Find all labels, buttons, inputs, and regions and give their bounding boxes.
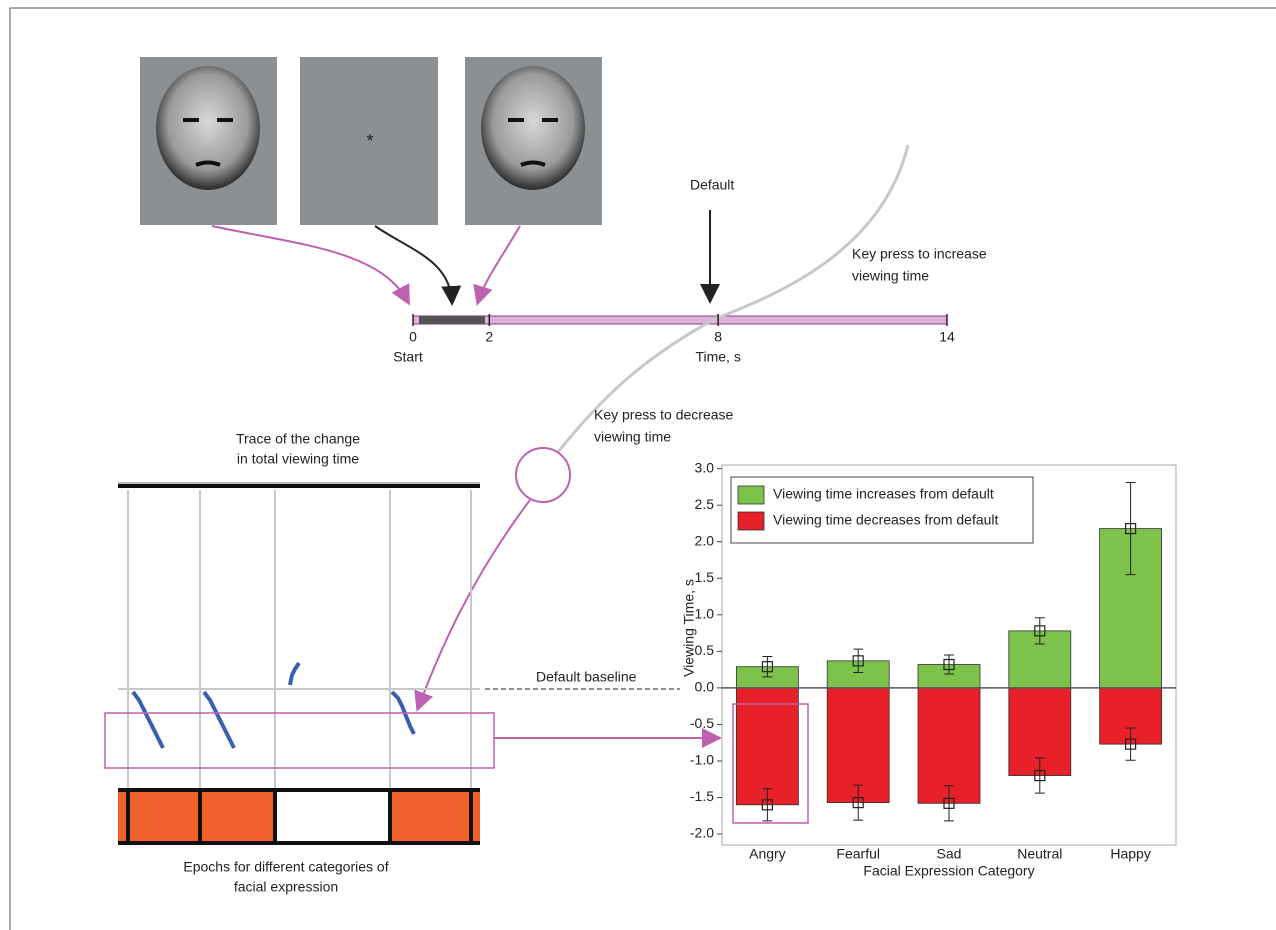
arrow — [478, 226, 520, 302]
timeline-start: Start — [393, 349, 423, 365]
zoom-circle — [516, 448, 570, 502]
annotation: Key press to decrease — [594, 407, 734, 423]
arrow — [212, 226, 408, 302]
figure: * Key press to increase viewing time Key… — [0, 0, 1276, 930]
y-tick-label: -1.5 — [690, 788, 714, 804]
annotation: facial expression — [234, 879, 338, 895]
y-axis-label: Viewing Time, s — [681, 579, 697, 677]
legend-label: Viewing time decreases from default — [773, 512, 999, 528]
arrow — [418, 500, 530, 708]
highlight-box — [105, 713, 494, 768]
annotation: in total viewing time — [237, 451, 359, 467]
y-tick-label: 2.0 — [695, 532, 715, 548]
fixation: * — [366, 131, 373, 151]
y-tick-label: 3.0 — [695, 459, 715, 475]
legend-swatch — [738, 512, 764, 530]
y-tick-label: -0.5 — [690, 715, 714, 731]
x-tick-label: Sad — [937, 846, 962, 862]
page: {"stimuli": {"fixation": "*"}, "timeline… — [0, 0, 1276, 930]
timeline-tick-label: 8 — [714, 329, 722, 345]
x-tick-label: Neutral — [1017, 846, 1062, 862]
timeline-axis-label: Time, s — [695, 349, 740, 365]
x-axis-label: Facial Expression Category — [863, 863, 1034, 879]
y-tick-label: 0.0 — [695, 679, 715, 695]
annotation: Default baseline — [536, 669, 637, 685]
trace-grid — [118, 490, 480, 790]
annotation: Epochs for different categories of — [183, 859, 388, 875]
annotation: Key press to increase — [852, 246, 987, 262]
epoch-blank — [275, 790, 390, 843]
y-tick-label: -2.0 — [690, 825, 714, 841]
face — [481, 66, 585, 190]
arrow — [375, 226, 452, 302]
legend-swatch — [738, 486, 764, 504]
default-label: Default — [690, 177, 734, 193]
timeline-tick-label: 0 — [409, 329, 417, 345]
y-tick-label: 2.5 — [695, 496, 715, 512]
y-tick-label: -1.0 — [690, 752, 714, 768]
y-tick-label: 0.5 — [695, 642, 715, 658]
annotation: viewing time — [594, 429, 671, 445]
fixation-period — [419, 316, 485, 324]
x-tick-label: Happy — [1110, 846, 1150, 862]
legend-label: Viewing time increases from default — [773, 486, 994, 502]
annotation: Trace of the change — [236, 431, 360, 447]
face — [156, 66, 260, 190]
x-tick-label: Fearful — [836, 846, 880, 862]
timeline-bar — [413, 316, 947, 324]
x-tick-label: Angry — [749, 846, 786, 862]
y-tick-label: 1.0 — [695, 606, 715, 622]
timeline-tick-label: 2 — [485, 329, 493, 345]
annotation: viewing time — [852, 268, 929, 284]
y-tick-label: 1.5 — [695, 569, 715, 585]
bar — [736, 688, 798, 805]
trace — [133, 663, 414, 748]
timeline-tick-label: 14 — [939, 329, 955, 345]
